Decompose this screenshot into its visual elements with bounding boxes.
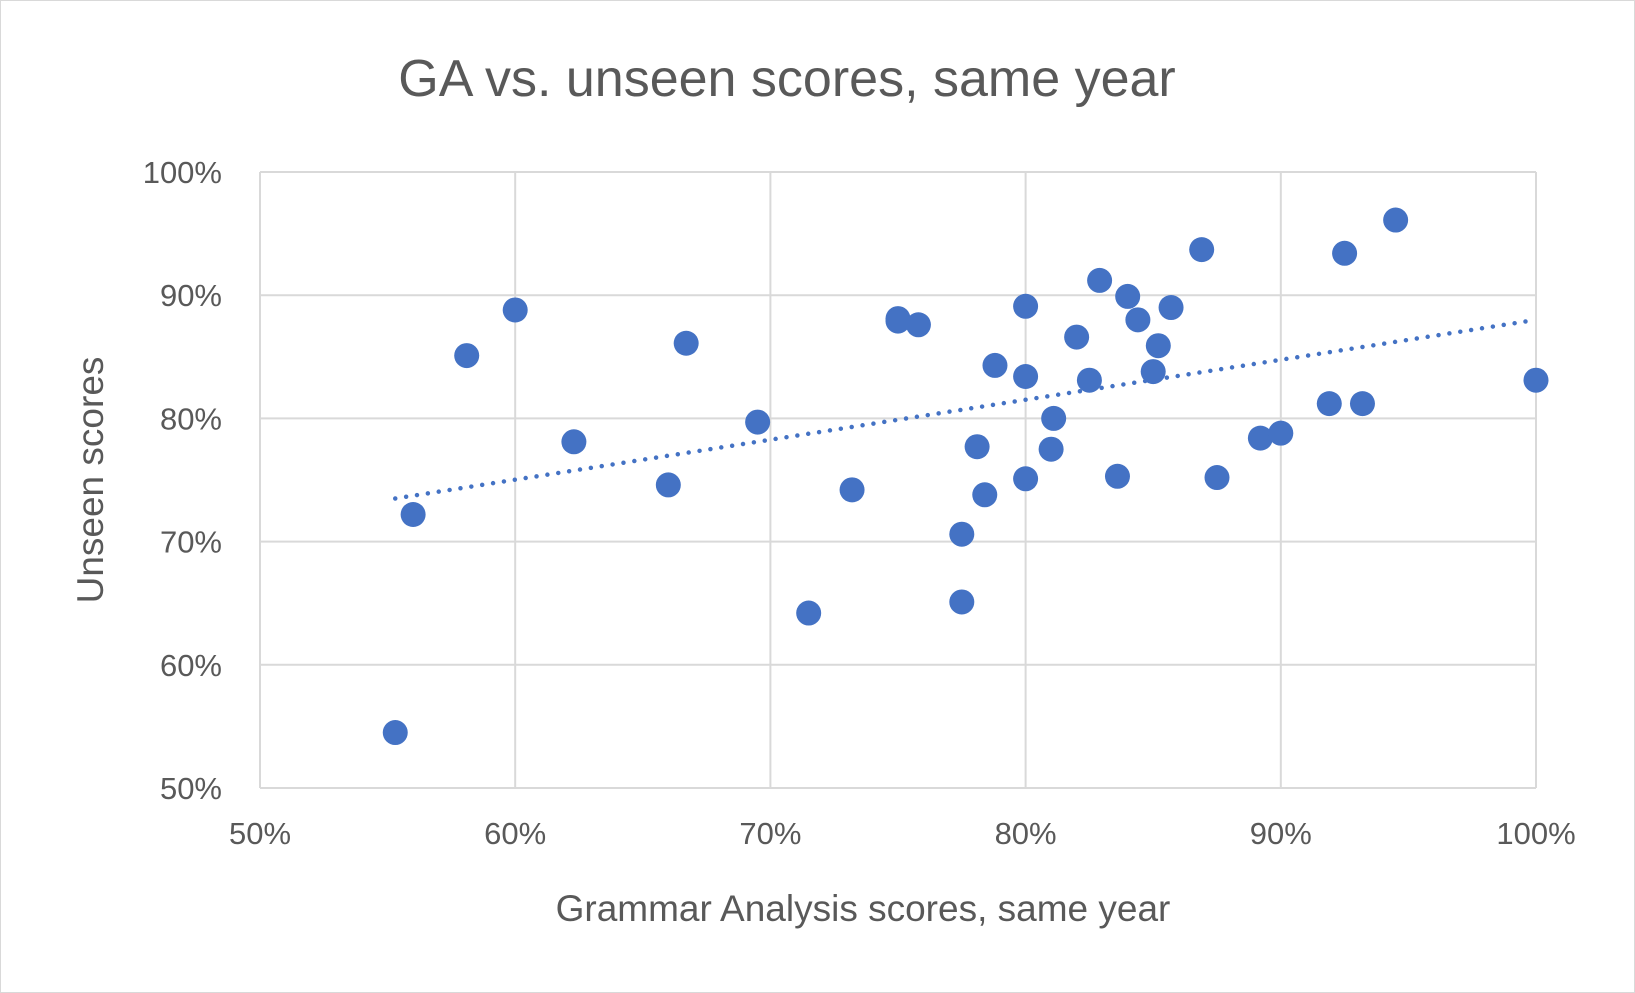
x-tick-label: 70% — [739, 816, 801, 851]
y-tick-label: 60% — [160, 648, 222, 683]
x-tick-label: 90% — [1250, 816, 1312, 851]
data-point — [382, 720, 408, 746]
data-point — [655, 472, 681, 498]
y-tick-label: 70% — [160, 525, 222, 560]
data-point — [949, 589, 975, 615]
data-point — [400, 501, 426, 527]
x-tick-label: 80% — [995, 816, 1057, 851]
data-point — [1125, 307, 1151, 333]
data-point — [1104, 463, 1130, 489]
data-point — [1140, 359, 1166, 385]
data-point — [982, 352, 1008, 378]
chart-title: GA vs. unseen scores, same year — [398, 50, 1175, 108]
data-point — [839, 477, 865, 503]
data-point — [745, 409, 771, 435]
data-point — [1013, 364, 1039, 390]
data-point — [1115, 283, 1141, 309]
x-axis-ticks: 50% 60% 70% 80% 90% 100% — [229, 816, 1576, 851]
data-point — [454, 343, 480, 369]
data-point — [1204, 465, 1230, 491]
data-point — [1145, 333, 1171, 359]
data-point — [673, 330, 699, 356]
y-tick-label: 50% — [160, 771, 222, 806]
data-point — [1158, 295, 1184, 321]
y-axis-ticks: 50% 60% 70% 80% 90% 100% — [143, 155, 222, 806]
x-tick-label: 50% — [229, 816, 291, 851]
data-point — [1383, 207, 1409, 233]
data-point — [1041, 405, 1067, 431]
y-tick-label: 100% — [143, 155, 222, 190]
data-point — [1247, 425, 1273, 451]
data-point — [1064, 324, 1090, 350]
data-point — [502, 297, 528, 323]
x-axis-title: Grammar Analysis scores, same year — [556, 888, 1171, 929]
y-tick-label: 90% — [160, 278, 222, 313]
data-point — [949, 521, 975, 547]
data-point — [1189, 237, 1215, 263]
data-point — [1332, 240, 1358, 266]
gridlines — [259, 171, 1537, 789]
data-point — [1268, 420, 1294, 446]
data-point — [1349, 391, 1375, 417]
data-points — [382, 207, 1549, 746]
data-point — [1013, 466, 1039, 492]
x-tick-label: 60% — [484, 816, 546, 851]
data-point — [796, 600, 822, 626]
y-tick-label: 80% — [160, 401, 222, 436]
x-tick-label: 100% — [1496, 816, 1575, 851]
data-point — [1038, 436, 1064, 462]
data-point — [972, 482, 998, 508]
data-point — [905, 312, 931, 338]
data-point — [1316, 391, 1342, 417]
data-point — [1523, 367, 1549, 393]
data-point — [964, 434, 990, 460]
data-point — [1076, 367, 1102, 393]
data-point — [885, 308, 911, 334]
data-point — [561, 429, 587, 455]
data-point — [1013, 293, 1039, 319]
data-point — [1087, 267, 1113, 293]
y-axis-title: Unseen scores — [70, 357, 111, 604]
